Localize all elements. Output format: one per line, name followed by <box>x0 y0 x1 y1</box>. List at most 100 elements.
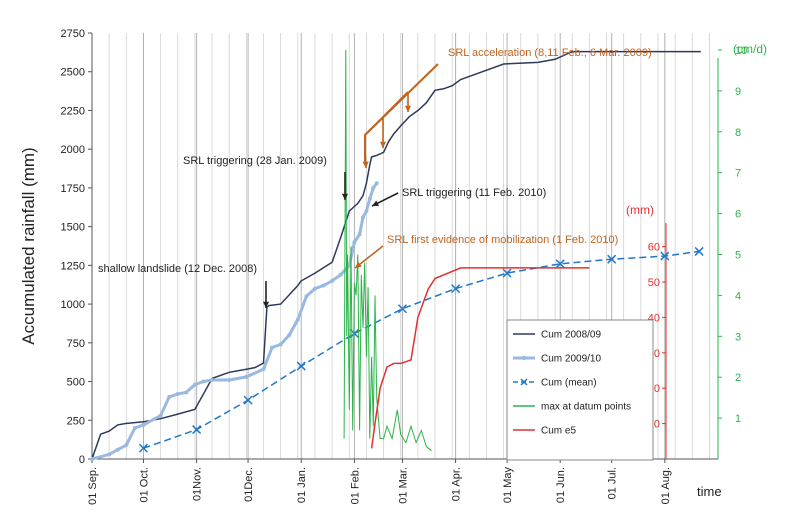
legend-marker <box>521 355 527 361</box>
series-point <box>694 246 704 256</box>
cm-axis-title: (cm/d) <box>733 42 767 56</box>
series-line <box>343 49 432 452</box>
cm-tick-label: 10 <box>735 45 747 57</box>
cm-tick-label: 3 <box>735 331 741 343</box>
series-point <box>451 284 461 294</box>
cm-tick-label: 7 <box>735 168 741 180</box>
series-point <box>244 374 249 379</box>
series-point <box>397 304 407 314</box>
x-tick-label: 01 Oct. <box>138 467 150 502</box>
series-point <box>304 294 309 299</box>
annotation-arrowhead <box>262 301 270 308</box>
x-tick-label: 01 Aug. <box>660 467 672 504</box>
mm-axis-title: (mm) <box>626 203 654 217</box>
series-point <box>90 457 94 461</box>
series-point <box>138 443 148 453</box>
series-line <box>370 267 590 449</box>
series-point <box>374 181 379 186</box>
annotation-arrowhead <box>341 193 349 200</box>
annotation-text: shallow landslide (12 Dec. 2008) <box>98 263 257 275</box>
y-tick-label: 1750 <box>61 183 85 195</box>
series-point <box>295 317 300 322</box>
y-tick-label: 2500 <box>61 67 85 79</box>
y-tick-label: 0 <box>79 454 85 466</box>
series-point <box>167 395 172 400</box>
x-tick-label: 01Nov. <box>192 467 204 501</box>
y-tick-label: 1000 <box>61 299 85 311</box>
annotation-text: SRL triggering (11 Feb. 2010) <box>402 187 546 199</box>
series-point <box>660 251 670 261</box>
series-point <box>296 361 306 371</box>
series-point <box>367 196 372 201</box>
series-point <box>132 426 137 431</box>
legend: Cum 2008/09 Cum 2009/10 Cum (mean) max at d… <box>506 319 654 461</box>
series-point <box>210 377 215 382</box>
x-tick-label: 01 Jun. <box>555 467 567 503</box>
series-point <box>107 452 112 457</box>
series-point <box>227 377 232 382</box>
y-tick-label: 500 <box>67 377 85 389</box>
mm-tick-label: 60 <box>648 242 660 254</box>
series-point <box>352 240 357 245</box>
x-tick-label: 01 Apr. <box>451 467 463 501</box>
series-line <box>91 182 378 461</box>
y-tick-label: 2750 <box>61 28 85 40</box>
annotation-arrowhead <box>404 105 412 112</box>
cm-tick-label: 2 <box>735 372 741 384</box>
annotation-text: SRL first evidence of mobilization (1 Fe… <box>387 234 618 246</box>
series-point <box>115 447 120 452</box>
legend-label: max at datum points <box>541 402 631 413</box>
series-point <box>278 342 283 347</box>
legend-marker <box>520 378 528 386</box>
annotation-arrowhead <box>362 161 369 168</box>
series-point <box>243 395 253 405</box>
x-tick-label: 01 May <box>502 467 514 504</box>
series-point <box>607 254 617 264</box>
annotation-text: SRL triggering (28 Jan. 2009) <box>183 155 327 167</box>
cm-tick-label: 4 <box>735 290 741 302</box>
mm-tick-label: 50 <box>648 277 660 289</box>
axes: 0250500750100012501500175020002250250027… <box>19 28 767 505</box>
legend-label: Cum 2009/10 <box>541 354 601 365</box>
series-point <box>287 333 292 338</box>
series-point <box>192 425 202 435</box>
series-point <box>141 422 146 427</box>
annotations: SRL acceleration (8,11 Feb., 6 Mar. 2009… <box>98 47 652 308</box>
x-tick-label: 01 Mar. <box>397 467 409 504</box>
y-tick-label: 2250 <box>61 105 85 117</box>
series-point <box>364 209 369 214</box>
cm-tick-label: 6 <box>735 209 741 221</box>
legend-label: Cum e5 <box>541 426 576 437</box>
series-point <box>201 379 206 384</box>
series-point <box>555 259 565 269</box>
cm-tick-label: 1 <box>735 413 741 425</box>
y-tick-label: 250 <box>67 415 85 427</box>
series-point <box>321 283 326 288</box>
series-point <box>360 215 365 220</box>
cm-tick-label: 5 <box>735 250 741 262</box>
series-point <box>371 185 376 190</box>
series-point <box>192 382 197 387</box>
series-point <box>158 413 163 418</box>
series-line <box>143 250 700 449</box>
y-tick-label: 1500 <box>61 222 85 234</box>
x-tick-label: 01 Feb. <box>349 467 361 504</box>
series-point <box>270 345 275 350</box>
x-tick-label: 01 Sep. <box>87 467 99 505</box>
x-axis-title: time <box>697 484 722 499</box>
annotation-arrowhead <box>379 141 387 148</box>
x-tick-label: 01Dec. <box>243 467 255 502</box>
annotation-text: SRL acceleration (8,11 Feb., 6 Mar. 2009… <box>448 47 652 59</box>
legend-box <box>506 319 654 461</box>
series-point <box>330 278 335 283</box>
annotation-line <box>364 63 439 165</box>
legend-label: Cum (mean) <box>541 378 597 389</box>
y-tick-label: 750 <box>67 338 85 350</box>
series-point <box>357 232 362 237</box>
annotation-arrowhead <box>355 261 362 268</box>
cm-tick-label: 9 <box>735 86 741 98</box>
series-point <box>338 272 343 277</box>
series-point <box>175 391 180 396</box>
